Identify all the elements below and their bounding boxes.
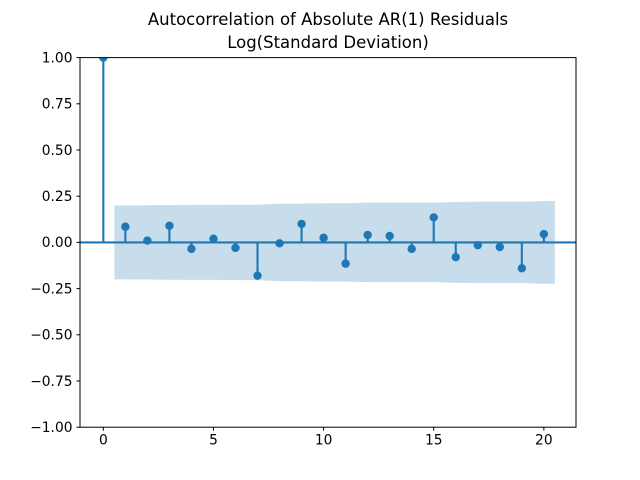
acf-marker-lag-11 [341, 259, 350, 268]
y-tick-label-−0.50: −0.50 [30, 328, 72, 344]
acf-marker-lag-17 [473, 240, 482, 250]
acf-marker-lag-7 [253, 271, 262, 280]
acf-marker-lag-1 [121, 222, 130, 231]
acf-marker-lag-4 [187, 244, 196, 254]
acf-marker-lag-8 [275, 239, 284, 248]
y-tick-label-0.25: 0.25 [42, 189, 73, 205]
acf-marker-lag-14 [407, 244, 416, 254]
y-tick-label-−0.25: −0.25 [30, 281, 72, 297]
y-tick-label-−0.75: −0.75 [30, 374, 72, 390]
chart-title-line2: Log(Standard Deviation) [227, 32, 429, 52]
acf-marker-lag-10 [319, 233, 328, 242]
acf-marker-lag-0 [99, 57, 108, 62]
acf-marker-lag-16 [451, 252, 460, 262]
y-tick-label-0.75: 0.75 [42, 97, 73, 113]
y-tick-label-0.50: 0.50 [42, 143, 73, 159]
y-tick-label-1.00: 1.00 [42, 50, 73, 66]
acf-marker-lag-2 [143, 236, 152, 245]
y-tick-label-0.00: 0.00 [42, 235, 73, 251]
acf-marker-lag-18 [495, 242, 504, 252]
chart-title-line1: Autocorrelation of Absolute AR(1) Residu… [147, 10, 509, 29]
acf-marker-lag-19 [517, 264, 527, 273]
acf-marker-lag-12 [363, 230, 372, 240]
y-tick-label-−1.00: −1.00 [30, 420, 72, 436]
acf-marker-lag-9 [297, 219, 306, 229]
acf-marker-lag-3 [165, 221, 174, 230]
x-tick-label-20: 20 [535, 433, 553, 449]
x-tick-label-10: 10 [315, 433, 333, 449]
x-tick-label-5: 5 [209, 433, 218, 449]
acf-marker-lag-15 [429, 213, 438, 222]
acf-marker-lag-6 [231, 243, 240, 253]
acf-marker-lag-20 [539, 229, 549, 239]
acf-marker-lag-13 [385, 231, 394, 241]
chart-title: Autocorrelation of Absolute AR(1) Residu… [80, 9, 576, 54]
x-tick-label-0: 0 [99, 433, 108, 449]
x-tick-label-15: 15 [425, 433, 443, 449]
acf-marker-lag-5 [209, 234, 218, 243]
